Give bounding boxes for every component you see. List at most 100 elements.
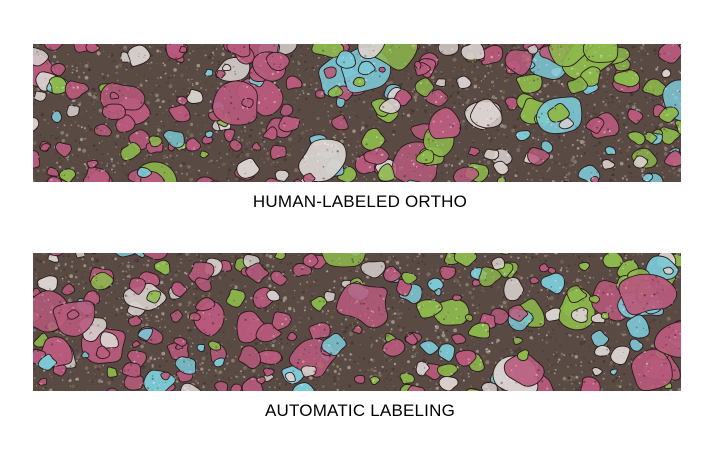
automatic-labeling-labeled-region <box>360 260 386 279</box>
human-labeled-ortho-speckle <box>451 48 454 51</box>
automatic-labeling-speckle <box>643 348 645 350</box>
human-labeled-ortho-speckle <box>410 159 413 162</box>
automatic-labeling-speckle <box>471 337 473 339</box>
human-labeled-ortho-speckle <box>138 55 140 58</box>
human-labeled-ortho-texture <box>46 166 49 168</box>
automatic-labeling-speckle <box>323 264 325 266</box>
human-labeled-ortho-speckle <box>373 62 376 65</box>
automatic-labeling-labeled-region <box>591 367 603 376</box>
human-labeled-ortho-speckle <box>419 174 422 177</box>
human-labeled-ortho-speckle <box>103 169 105 171</box>
human-labeled-ortho-texture <box>616 96 619 99</box>
automatic-labeling-speckle <box>609 304 612 307</box>
automatic-labeling-labeled-region <box>37 377 48 386</box>
automatic-labeling-speckle <box>620 316 623 319</box>
human-labeled-ortho-speckle <box>93 144 96 147</box>
human-labeled-ortho-speckle <box>43 59 45 61</box>
automatic-labeling-speckle <box>69 290 71 293</box>
human-labeled-ortho-texture <box>363 100 365 103</box>
human-labeled-ortho-texture <box>476 66 479 69</box>
automatic-labeling-speckle <box>277 308 280 311</box>
automatic-labeling-texture <box>187 300 192 305</box>
automatic-labeling-speckle <box>257 318 260 321</box>
human-labeled-ortho-speckle <box>381 153 384 156</box>
automatic-labeling-speckle <box>226 362 229 365</box>
human-labeled-ortho-texture <box>486 133 489 136</box>
human-labeled-ortho-texture <box>533 145 536 148</box>
automatic-labeling-speckle <box>587 281 590 284</box>
automatic-labeling-speckle <box>209 333 212 336</box>
automatic-labeling-texture <box>422 295 424 297</box>
human-labeled-ortho-texture <box>490 134 492 136</box>
automatic-labeling-speckle <box>551 328 555 331</box>
human-labeled-ortho-speckle <box>303 155 306 158</box>
automatic-labeling-texture <box>568 333 572 337</box>
human-labeled-ortho-speckle <box>645 78 648 81</box>
human-labeled-ortho-speckle <box>394 104 396 106</box>
human-labeled-ortho-speckle <box>656 66 659 68</box>
automatic-labeling-speckle <box>645 329 648 331</box>
automatic-labeling-speckle <box>592 292 593 294</box>
automatic-labeling-speckle <box>211 363 213 366</box>
human-labeled-ortho-texture <box>316 64 319 67</box>
automatic-labeling-speckle <box>594 380 597 383</box>
automatic-labeling-texture <box>165 304 167 306</box>
automatic-labeling-texture <box>605 386 607 388</box>
human-labeled-ortho-speckle <box>572 111 574 113</box>
human-labeled-ortho-texture <box>112 170 115 173</box>
automatic-labeling-speckle <box>546 387 549 390</box>
human-labeled-ortho-speckle <box>603 131 606 134</box>
human-labeled-ortho-speckle <box>169 105 171 107</box>
automatic-labeling-speckle <box>607 344 609 347</box>
automatic-labeling-texture <box>463 379 466 382</box>
human-labeled-ortho-texture <box>311 75 313 77</box>
automatic-labeling-speckle <box>38 292 41 294</box>
automatic-labeling-texture <box>95 259 99 263</box>
human-labeled-ortho-speckle <box>392 165 395 168</box>
automatic-labeling-labeled-region <box>292 382 315 391</box>
human-labeled-ortho-labeled-region <box>613 69 641 88</box>
human-labeled-ortho-texture <box>96 51 101 56</box>
automatic-labeling-speckle <box>235 371 238 374</box>
automatic-labeling-speckle <box>436 309 439 312</box>
human-labeled-ortho-texture <box>187 164 191 169</box>
automatic-labeling-speckle <box>47 298 50 301</box>
human-labeled-ortho-speckle <box>569 180 572 182</box>
human-labeled-ortho-speckle <box>253 115 256 118</box>
human-labeled-ortho-speckle <box>575 171 576 173</box>
human-labeled-ortho-speckle <box>220 44 223 46</box>
human-labeled-ortho-texture <box>98 108 103 113</box>
automatic-labeling-texture <box>510 351 513 354</box>
automatic-labeling-speckle <box>291 382 294 385</box>
human-labeled-ortho-labeled-region <box>361 127 386 151</box>
human-labeled-ortho-speckle <box>333 47 335 49</box>
human-labeled-ortho-speckle <box>217 87 219 90</box>
human-labeled-ortho-speckle <box>564 146 567 149</box>
automatic-labeling-speckle <box>611 307 613 310</box>
human-labeled-ortho-speckle <box>90 94 93 97</box>
human-labeled-ortho-speckle <box>441 143 444 146</box>
human-labeled-ortho-speckle <box>194 113 197 115</box>
human-labeled-ortho-speckle <box>629 141 632 143</box>
human-labeled-ortho-texture <box>330 104 333 107</box>
automatic-labeling-speckle <box>528 290 531 293</box>
automatic-labeling-texture <box>592 277 595 279</box>
automatic-labeling-speckle <box>110 284 112 287</box>
automatic-labeling-speckle <box>513 366 515 368</box>
automatic-labeling-texture <box>68 378 72 383</box>
automatic-labeling-speckle <box>645 277 647 279</box>
human-labeled-ortho-labeled-region <box>352 77 366 87</box>
human-labeled-ortho-speckle <box>428 165 431 167</box>
human-labeled-ortho-speckle <box>567 93 569 96</box>
human-labeled-ortho-speckle <box>624 64 626 66</box>
automatic-labeling-speckle <box>383 379 385 382</box>
human-labeled-ortho-speckle <box>324 45 326 48</box>
human-labeled-ortho-speckle <box>206 94 208 96</box>
automatic-labeling-speckle <box>416 255 418 258</box>
human-labeled-ortho-speckle <box>232 54 235 57</box>
automatic-labeling-speckle <box>92 302 95 305</box>
human-labeled-ortho-speckle <box>254 79 256 81</box>
human-labeled-ortho-speckle <box>83 87 85 89</box>
human-labeled-ortho-speckle <box>244 97 247 100</box>
human-labeled-ortho-texture <box>631 45 635 49</box>
